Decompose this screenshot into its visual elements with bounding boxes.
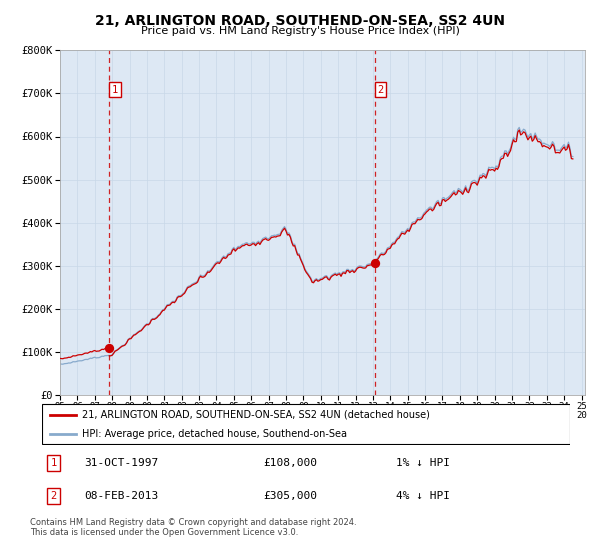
Text: 21, ARLINGTON ROAD, SOUTHEND-ON-SEA, SS2 4UN: 21, ARLINGTON ROAD, SOUTHEND-ON-SEA, SS2… bbox=[95, 14, 505, 28]
Text: 1% ↓ HPI: 1% ↓ HPI bbox=[396, 458, 450, 468]
Text: 08-FEB-2013: 08-FEB-2013 bbox=[84, 491, 158, 501]
Text: Price paid vs. HM Land Registry's House Price Index (HPI): Price paid vs. HM Land Registry's House … bbox=[140, 26, 460, 36]
Text: Contains HM Land Registry data © Crown copyright and database right 2024.
This d: Contains HM Land Registry data © Crown c… bbox=[30, 518, 356, 538]
Text: 31-OCT-1997: 31-OCT-1997 bbox=[84, 458, 158, 468]
Text: 2: 2 bbox=[377, 85, 384, 95]
Point bbox=[104, 344, 114, 353]
Text: £305,000: £305,000 bbox=[264, 491, 318, 501]
FancyBboxPatch shape bbox=[42, 404, 570, 445]
Text: 2: 2 bbox=[50, 491, 57, 501]
Text: 1: 1 bbox=[112, 85, 118, 95]
Text: 4% ↓ HPI: 4% ↓ HPI bbox=[396, 491, 450, 501]
Text: 1: 1 bbox=[50, 458, 57, 468]
Text: HPI: Average price, detached house, Southend-on-Sea: HPI: Average price, detached house, Sout… bbox=[82, 429, 347, 439]
Point bbox=[370, 259, 380, 268]
Text: 21, ARLINGTON ROAD, SOUTHEND-ON-SEA, SS2 4UN (detached house): 21, ARLINGTON ROAD, SOUTHEND-ON-SEA, SS2… bbox=[82, 409, 430, 419]
Text: £108,000: £108,000 bbox=[264, 458, 318, 468]
